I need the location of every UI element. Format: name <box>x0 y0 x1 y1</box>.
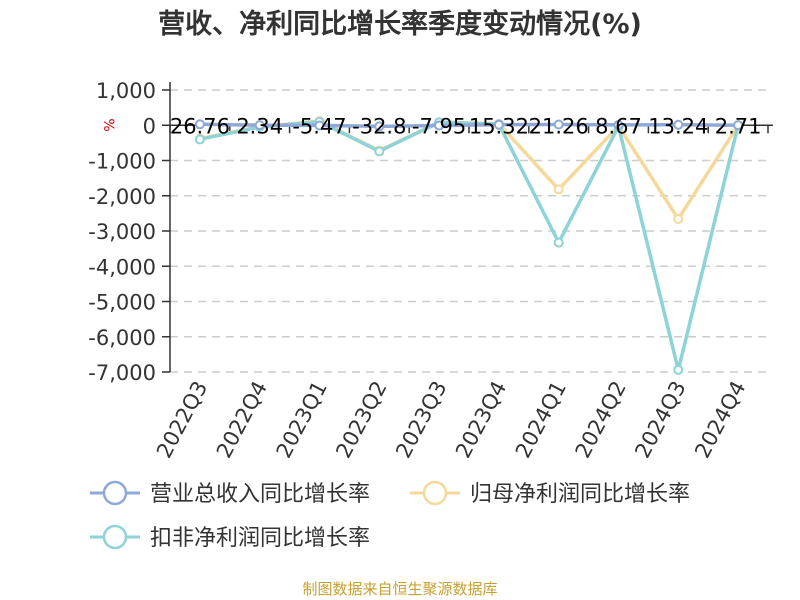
x-tick-label: 2023Q1 <box>272 377 332 462</box>
x-tick-label: 2024Q2 <box>571 377 631 462</box>
x-tick-label: 2024Q1 <box>511 377 571 462</box>
series-point <box>673 119 684 130</box>
legend-marker <box>422 480 448 506</box>
x-tick-label: 2022Q3 <box>152 377 212 462</box>
x-tick-label: 2023Q4 <box>451 377 511 462</box>
data-labels: 26.76 2.34 -5.47 -32.8 -7.95 15.32 21.26 8.67 13… <box>170 114 762 138</box>
data-label: -5.47 <box>292 114 346 138</box>
x-tick-label: 2024Q4 <box>690 377 750 462</box>
series-point <box>374 121 385 132</box>
legend-label: 扣非净利润同比增长率 <box>150 526 370 551</box>
data-label: 2.34 <box>236 114 283 138</box>
data-label: 8.67 <box>595 114 642 138</box>
series-point <box>553 184 564 195</box>
series-point <box>673 214 684 225</box>
series-point <box>673 364 684 375</box>
series-point <box>254 120 265 131</box>
y-tick-labels: 1,000 0 -1,000 -2,000 -3,000 -4,000 -5,000 -6,0… <box>88 79 156 385</box>
x-tick-label: 2023Q2 <box>331 377 391 462</box>
data-label: -7.95 <box>412 114 466 138</box>
data-label: 13.24 <box>648 114 708 138</box>
grid <box>162 89 768 373</box>
y-tick-label: -3,000 <box>88 220 156 244</box>
series-point <box>434 120 445 131</box>
y-tick-label: 1,000 <box>96 79 156 103</box>
series-line <box>199 119 740 372</box>
data-label: 26.76 <box>170 114 230 138</box>
y-tick-label: -5,000 <box>88 291 156 315</box>
series-point <box>553 119 564 130</box>
series-point <box>374 146 385 157</box>
y-tick-label: -2,000 <box>88 185 156 209</box>
series-point <box>314 120 325 131</box>
series-point <box>493 119 504 130</box>
y-tick-label: -4,000 <box>88 255 156 279</box>
series-point <box>733 120 744 131</box>
y-tick-label: -7,000 <box>88 361 156 385</box>
data-label: 21.26 <box>529 114 589 138</box>
x-tick-label: 2023Q3 <box>391 377 451 462</box>
source-note: 制图数据来自恒生聚源数据库 <box>302 580 497 598</box>
legend-label: 营业总收入同比增长率 <box>150 482 370 507</box>
legend-marker <box>102 480 128 506</box>
legend-label: 归母净利润同比增长率 <box>470 482 690 507</box>
legend-marker <box>102 524 128 550</box>
data-label: 15.32 <box>469 114 529 138</box>
series-point <box>194 119 205 130</box>
x-tick-label: 2022Q4 <box>212 377 272 462</box>
y-unit-label: % <box>100 118 116 131</box>
series-point <box>553 237 564 248</box>
y-tick-label: -1,000 <box>88 150 156 174</box>
x-tick-labels: 2022Q3 2022Q4 2023Q1 2023Q2 2023Q3 2023Q4 2024… <box>152 377 751 462</box>
y-tick-label: -6,000 <box>88 326 156 350</box>
series-point <box>194 134 205 145</box>
data-label: 2.71 <box>715 114 762 138</box>
series-line <box>199 122 739 129</box>
series-lines <box>194 116 744 375</box>
y-tick-label: 0 <box>143 114 156 138</box>
chart-title: 营收、净利同比增长率季度变动情况(%) <box>158 8 642 40</box>
data-label: -32.8 <box>352 114 406 138</box>
series-point <box>613 119 624 130</box>
x-tick-label: 2024Q3 <box>630 377 690 462</box>
